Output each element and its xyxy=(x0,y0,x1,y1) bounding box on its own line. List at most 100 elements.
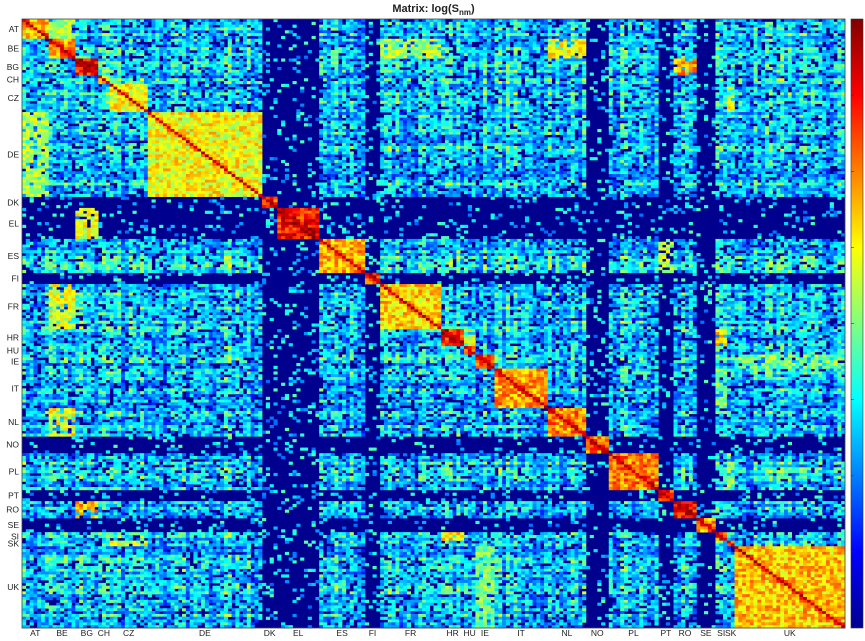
heatmap-cell xyxy=(631,103,636,107)
heatmap-cell xyxy=(246,75,251,79)
heatmap-cell xyxy=(383,89,389,93)
heatmap-cell xyxy=(71,95,76,99)
heatmap-cell xyxy=(48,27,53,31)
heatmap-cell xyxy=(578,61,583,65)
heatmap-cell xyxy=(410,21,415,25)
heatmap-cell xyxy=(387,21,392,25)
heatmap-cell xyxy=(463,103,469,107)
heatmap-cell xyxy=(631,100,636,104)
heatmap-cell xyxy=(719,30,724,34)
heatmap-cell xyxy=(90,78,95,82)
heatmap-cell xyxy=(547,92,552,96)
heatmap-cell xyxy=(475,66,480,71)
heatmap-cell xyxy=(151,21,156,25)
heatmap-cell xyxy=(479,19,484,23)
heatmap-cell xyxy=(124,30,130,34)
heatmap-cell xyxy=(456,72,461,76)
heatmap-cell xyxy=(380,47,385,51)
heatmap-cell xyxy=(79,89,84,93)
heatmap-cell xyxy=(86,52,91,56)
heatmap-cell xyxy=(361,41,366,45)
heatmap-cell xyxy=(825,72,831,76)
heatmap-cell xyxy=(524,58,530,62)
heatmap-cell xyxy=(509,27,514,31)
heatmap-cell xyxy=(677,30,682,34)
heatmap-cell xyxy=(601,27,606,31)
heatmap-cell xyxy=(517,35,522,40)
heatmap-cell xyxy=(723,44,728,48)
heatmap-cell xyxy=(784,89,789,93)
heatmap-cell xyxy=(387,69,392,73)
heatmap-cell xyxy=(776,81,781,85)
heatmap-cell xyxy=(105,81,110,85)
heatmap-cell xyxy=(494,66,499,71)
heatmap-cell xyxy=(204,27,210,31)
heatmap-cell xyxy=(75,81,80,85)
heatmap-cell xyxy=(563,30,568,34)
heatmap-cell xyxy=(494,58,499,62)
heatmap-cell xyxy=(814,81,819,85)
heatmap-cell xyxy=(231,52,236,56)
heatmap-cell xyxy=(753,21,758,25)
heatmap-cell xyxy=(52,38,57,42)
heatmap-cell xyxy=(124,41,130,45)
heatmap-cell xyxy=(109,19,114,23)
heatmap-cell xyxy=(410,47,415,51)
heatmap-cell xyxy=(44,100,50,104)
heatmap-cell xyxy=(391,27,396,31)
heatmap-cell xyxy=(403,92,408,96)
heatmap-cell xyxy=(620,64,625,68)
heatmap-cell xyxy=(197,89,202,93)
heatmap-cell xyxy=(166,97,171,102)
heatmap-cell xyxy=(486,89,491,93)
heatmap-cell xyxy=(136,58,141,62)
heatmap-cell xyxy=(726,103,732,107)
heatmap-cell xyxy=(456,83,461,88)
heatmap-cell xyxy=(734,24,739,28)
heatmap-cell xyxy=(56,21,61,25)
heatmap-cell xyxy=(353,41,358,45)
heatmap-cell xyxy=(155,109,160,113)
heatmap-cell xyxy=(635,103,640,107)
heatmap-cell xyxy=(391,86,396,90)
heatmap-cell xyxy=(780,81,785,85)
heatmap-cell xyxy=(323,21,328,25)
heatmap-cell xyxy=(475,81,480,85)
heatmap-cell xyxy=(227,61,232,65)
heatmap-cell xyxy=(403,81,408,85)
heatmap-cell xyxy=(383,106,389,110)
heatmap-cell xyxy=(681,86,686,90)
heatmap-cell xyxy=(121,30,126,34)
heatmap-cell xyxy=(620,66,625,71)
heatmap-cell xyxy=(795,58,800,62)
heatmap-cell xyxy=(677,72,682,76)
heatmap-cell xyxy=(132,100,137,104)
heatmap-cell xyxy=(753,89,758,93)
heatmap-cell xyxy=(818,95,823,99)
heatmap-cell xyxy=(90,24,95,28)
heatmap-cell xyxy=(33,97,38,102)
heatmap-cell xyxy=(189,97,194,102)
heatmap-cell xyxy=(684,35,690,40)
heatmap-cell xyxy=(650,55,655,59)
heatmap-cell xyxy=(395,33,400,37)
heatmap-cell xyxy=(82,21,88,25)
heatmap-cell xyxy=(486,44,491,48)
heatmap-cell xyxy=(719,78,724,82)
heatmap-cell xyxy=(791,66,796,71)
heatmap-cell xyxy=(692,33,697,37)
heatmap-cell xyxy=(121,69,126,73)
heatmap-cell xyxy=(673,33,678,37)
heatmap-cell xyxy=(471,100,476,104)
heatmap-cell xyxy=(745,69,751,73)
heatmap-cell xyxy=(143,55,149,59)
heatmap-cell xyxy=(544,52,549,56)
heatmap-cell xyxy=(414,75,419,79)
heatmap-cell xyxy=(33,38,38,42)
heatmap-cell xyxy=(479,89,484,93)
heatmap-cell xyxy=(441,55,446,59)
heatmap-cell xyxy=(56,52,61,56)
heatmap-cell xyxy=(444,30,450,34)
heatmap-cell xyxy=(208,100,213,104)
heatmap-cell xyxy=(258,58,263,62)
